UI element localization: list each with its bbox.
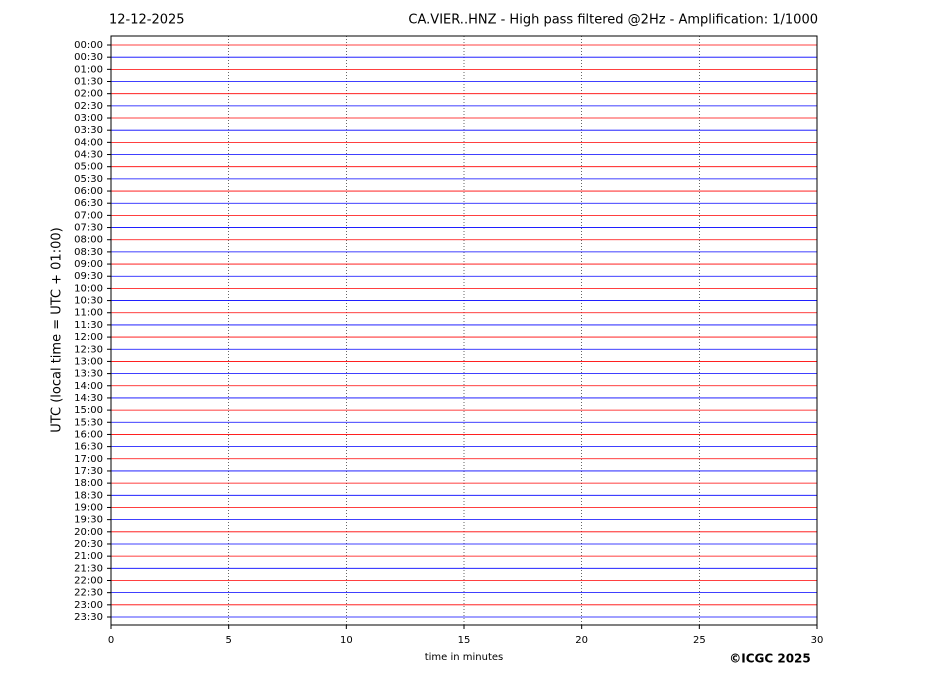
y-tick-label: 09:00 xyxy=(74,259,103,270)
y-tick-label: 07:00 xyxy=(74,210,103,221)
y-axis-label: UTC (local time = UTC + 01:00) xyxy=(50,227,65,432)
y-tick-label: 22:00 xyxy=(74,575,103,586)
x-tick-label: 30 xyxy=(811,635,824,646)
y-tick-label: 17:30 xyxy=(74,466,103,477)
chart-date: 12-12-2025 xyxy=(109,13,185,28)
y-tick-label: 20:30 xyxy=(74,539,103,550)
y-tick-label: 19:30 xyxy=(74,515,103,526)
x-tick-label: 0 xyxy=(108,635,114,646)
y-tick-label: 08:30 xyxy=(74,247,103,258)
y-tick-label: 10:30 xyxy=(74,296,103,307)
y-tick-label: 06:00 xyxy=(74,186,103,197)
x-tick-label: 10 xyxy=(340,635,353,646)
y-tick-label: 20:00 xyxy=(74,527,103,538)
y-tick-label: 21:00 xyxy=(74,551,103,562)
y-tick-label: 00:00 xyxy=(74,40,103,51)
copyright: ©ICGC 2025 xyxy=(729,652,811,666)
x-tick-label: 15 xyxy=(458,635,471,646)
y-tick-label: 11:00 xyxy=(74,308,103,319)
y-tick-label: 21:30 xyxy=(74,563,103,574)
y-tick-label: 12:30 xyxy=(74,344,103,355)
y-tick-label: 11:30 xyxy=(74,320,103,331)
y-tick-label: 16:00 xyxy=(74,429,103,440)
y-tick-label: 09:30 xyxy=(74,271,103,282)
y-tick-label: 16:30 xyxy=(74,442,103,453)
y-tick-label: 23:30 xyxy=(74,612,103,623)
y-tick-label: 10:00 xyxy=(74,283,103,294)
y-tick-label: 18:00 xyxy=(74,478,103,489)
y-tick-label: 14:00 xyxy=(74,381,103,392)
y-tick-label: 02:00 xyxy=(74,89,103,100)
x-tick-label: 20 xyxy=(575,635,588,646)
plot-frame xyxy=(110,35,818,626)
y-tick-label: 03:00 xyxy=(74,113,103,124)
y-tick-label: 04:00 xyxy=(74,137,103,148)
y-tick-label: 23:00 xyxy=(74,600,103,611)
y-tick-label: 05:00 xyxy=(74,162,103,173)
y-tick-label: 07:30 xyxy=(74,223,103,234)
x-axis-label: time in minutes xyxy=(425,652,504,663)
y-tick-label: 13:00 xyxy=(74,356,103,367)
x-tick-label: 25 xyxy=(693,635,706,646)
y-tick-label: 15:30 xyxy=(74,417,103,428)
y-tick-label: 03:30 xyxy=(74,125,103,136)
y-tick-label: 13:30 xyxy=(74,369,103,380)
y-tick-label: 08:00 xyxy=(74,235,103,246)
y-tick-label: 04:30 xyxy=(74,150,103,161)
y-tick-label: 22:30 xyxy=(74,588,103,599)
y-tick-label: 02:30 xyxy=(74,101,103,112)
y-tick-label: 15:00 xyxy=(74,405,103,416)
y-tick-label: 14:30 xyxy=(74,393,103,404)
x-tick-label: 5 xyxy=(225,635,231,646)
y-tick-label: 17:00 xyxy=(74,454,103,465)
y-tick-label: 19:00 xyxy=(74,502,103,513)
y-tick-label: 01:00 xyxy=(74,64,103,75)
y-tick-label: 00:30 xyxy=(74,52,103,63)
y-tick-label: 05:30 xyxy=(74,174,103,185)
chart-title: CA.VIER..HNZ - High pass filtered @2Hz -… xyxy=(408,13,818,28)
y-tick-label: 18:30 xyxy=(74,490,103,501)
y-tick-label: 01:30 xyxy=(74,77,103,88)
y-tick-label: 06:30 xyxy=(74,198,103,209)
y-tick-label: 12:00 xyxy=(74,332,103,343)
